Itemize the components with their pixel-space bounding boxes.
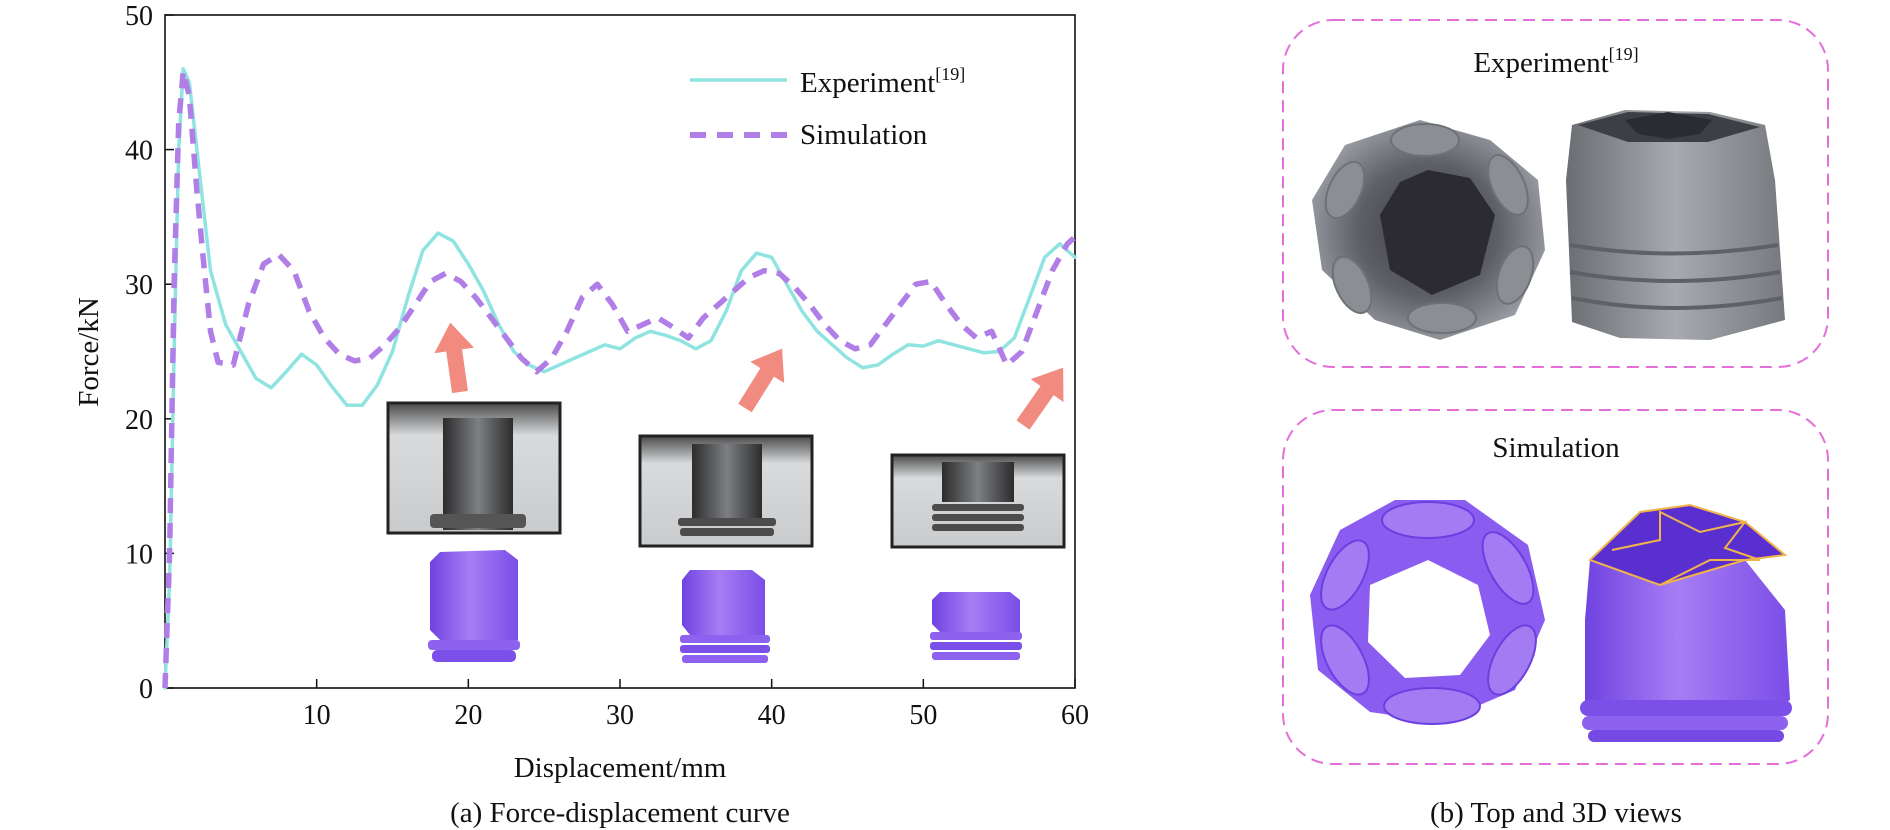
experiment-title: Experiment[19] [1473,44,1638,79]
stage-arrows [434,322,1064,430]
chart-series [162,67,1077,690]
y-tick-label: 50 [125,1,153,32]
inset-images [386,401,1066,663]
experiment-top-view [1312,120,1545,340]
caption-a: (a) Force-displacement curve [450,797,790,829]
simulation-model-stage-3 [930,592,1022,660]
legend-label-experiment: Experiment[19] [800,64,965,99]
x-tick-label: 60 [1061,700,1089,731]
experiment-photo-stage-3 [890,453,1066,549]
top-and-3d-views: Experiment[19] Simu [1282,19,1829,829]
series-line-experiment [163,67,1077,690]
arrow-stage-1 [434,322,474,394]
experiment-3d-view [1566,110,1785,340]
x-tick-label: 20 [454,700,482,731]
y-axis-ticks: 0 10 20 30 40 50 [125,1,174,705]
caption-b: (b) Top and 3D views [1430,797,1682,829]
y-axis-label: Force/kN [73,297,105,407]
simulation-3d-view [1580,503,1792,742]
arrow-stage-2 [738,348,785,413]
experiment-photo-stage-1 [386,401,562,535]
simulation-frame [1282,409,1829,765]
chart-legend: Experiment[19] Simulation [690,64,965,151]
y-tick-label: 30 [125,270,153,301]
y-tick-label: 40 [125,136,153,167]
x-axis-ticks: 10 20 30 40 50 60 [303,679,1089,731]
series-line-simulation [162,68,1077,689]
plot-frame [164,14,1076,689]
simulation-title: Simulation [1492,432,1620,464]
arrow-stage-3 [1016,367,1064,430]
x-tick-label: 30 [606,700,634,731]
y-tick-label: 20 [125,405,153,436]
legend-label-simulation: Simulation [800,119,928,151]
simulation-top-view [1310,500,1545,725]
force-displacement-chart: 0 10 20 30 40 50 10 20 30 40 50 60 [73,1,1089,829]
x-tick-label: 50 [909,700,937,731]
y-tick-label: 0 [139,674,153,705]
x-tick-label: 40 [758,700,786,731]
simulation-model-stage-2 [680,570,770,663]
y-tick-label: 10 [125,539,153,570]
x-axis-label: Displacement/mm [514,752,727,784]
experiment-frame [1282,19,1829,368]
x-tick-label: 10 [303,700,331,731]
experiment-photo-stage-2 [638,434,814,548]
simulation-model-stage-1 [428,550,520,662]
